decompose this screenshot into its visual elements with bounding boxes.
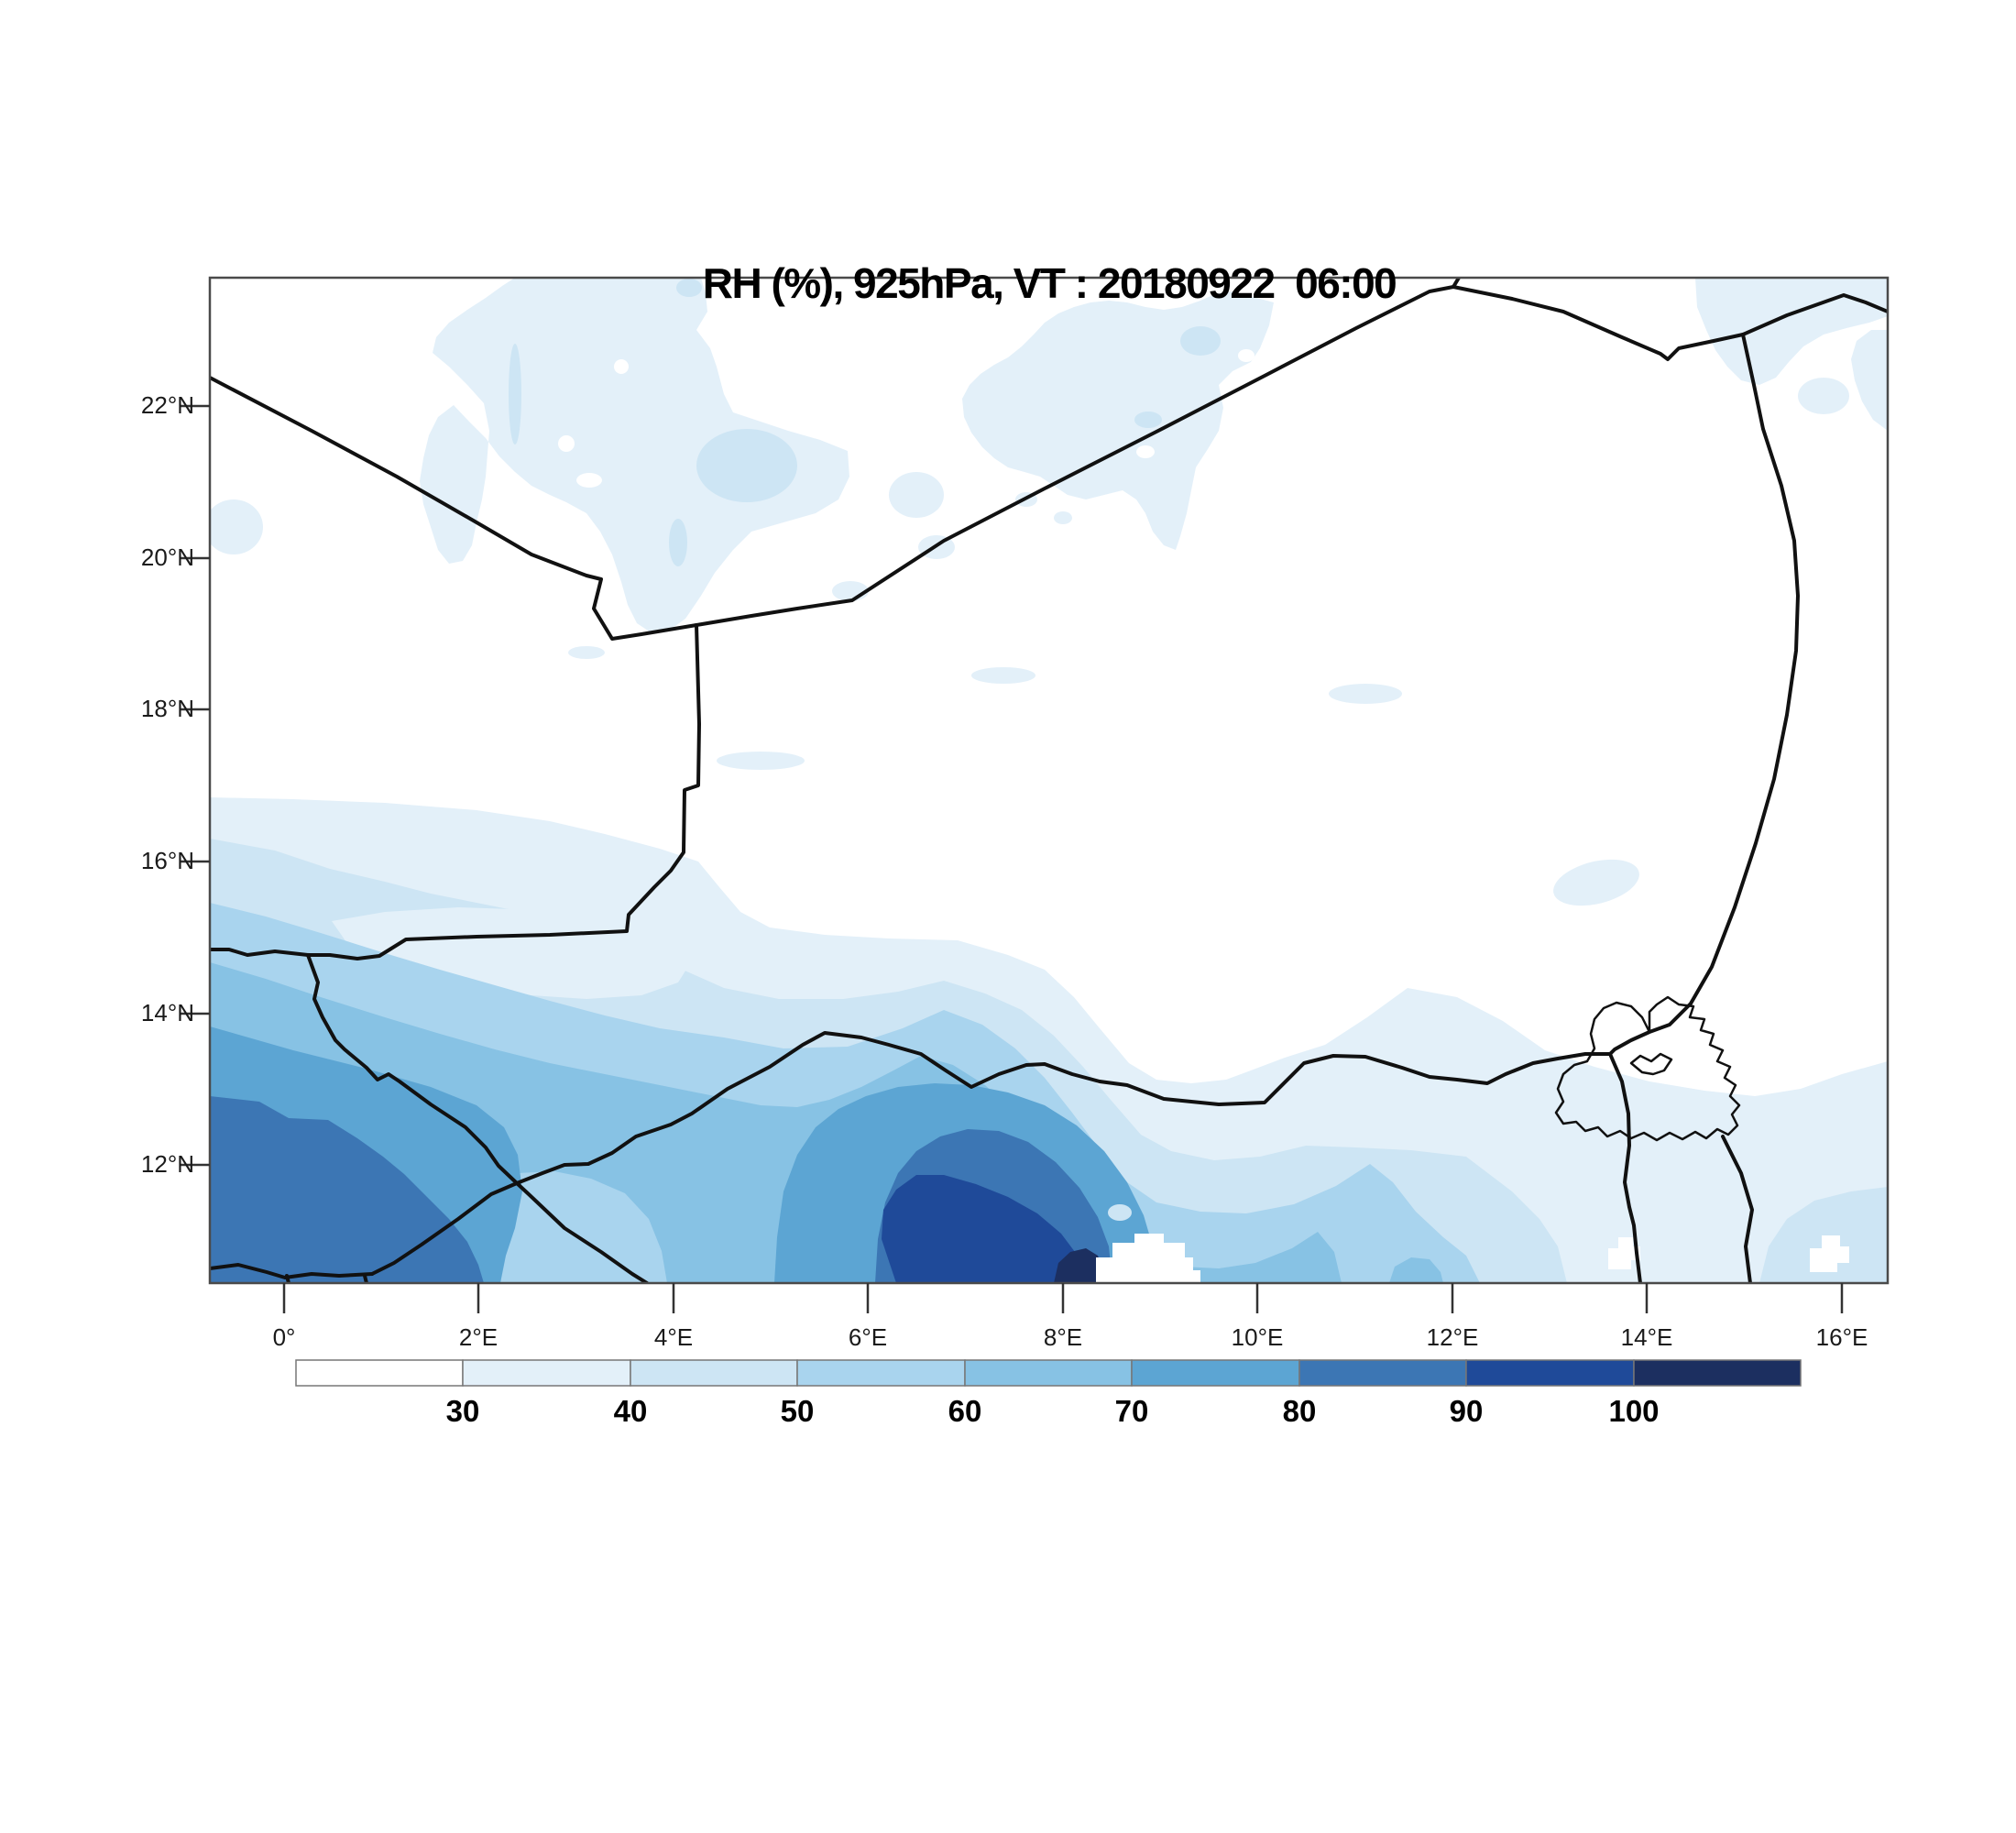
lon-label-16e: 16°E <box>1815 1323 1868 1351</box>
country-borders <box>210 278 1888 1283</box>
lon-label-14e: 14°E <box>1620 1323 1673 1351</box>
lon-label-4e: 4°E <box>653 1323 694 1351</box>
white-cutout-east <box>1608 1237 1640 1269</box>
north-white-holes <box>558 349 1255 488</box>
lat-label-12n: 12°N <box>140 1150 194 1178</box>
pale-spot <box>889 472 944 518</box>
contour-west-80-90 <box>210 1096 484 1283</box>
contour-bump-60-70 <box>1389 1257 1443 1283</box>
colorbar-label-70: 70 <box>1114 1394 1149 1428</box>
colorbar-label-40: 40 <box>613 1394 648 1428</box>
pale-wisp <box>568 646 605 659</box>
white-cutout-central <box>1096 1234 1200 1283</box>
contour-core-90-100 <box>882 1175 1087 1283</box>
border-algeria-mali <box>210 376 698 641</box>
colorbar-cell <box>295 1359 464 1387</box>
lat-label-22n: 22°N <box>140 391 194 419</box>
border-libya-chad <box>1741 293 1888 336</box>
colorbar-cell <box>964 1359 1133 1387</box>
border-chad-cameroon <box>1721 1135 1754 1283</box>
lon-label-0: 0° <box>272 1323 296 1351</box>
pale-wisp <box>1329 684 1402 704</box>
border-mali-niger <box>306 623 701 960</box>
border-niger-libya <box>1452 285 1745 361</box>
colorbar-cell <box>1131 1359 1300 1387</box>
north-pale-patches <box>210 278 1888 906</box>
colorbar-cell <box>1633 1359 1802 1387</box>
lon-label-10e: 10°E <box>1231 1323 1284 1351</box>
border-niger-chad <box>1608 333 1800 1056</box>
lat-label-18n: 18°N <box>140 695 194 722</box>
colorbar-cell <box>1298 1359 1467 1387</box>
contour-core-over-100 <box>1054 1248 1105 1283</box>
border-burkina-niger <box>306 953 519 1185</box>
colorbar-label-50: 50 <box>780 1394 815 1428</box>
border-benin-nigeria <box>515 1181 649 1283</box>
pale-blob-northeast <box>962 291 1274 550</box>
axis-ticks <box>180 404 1844 1313</box>
contour-spot-40-50 <box>1108 1204 1132 1221</box>
colorbar-label-100: 100 <box>1608 1394 1660 1428</box>
pale-spot-left-edge <box>210 499 263 554</box>
lon-label-2e: 2°E <box>458 1323 499 1351</box>
lat-label-14n: 14°N <box>140 999 194 1026</box>
pale-lobe-right-edge <box>1851 330 1888 431</box>
pale-blob-topright <box>1695 278 1888 385</box>
pale-wisp <box>971 667 1035 684</box>
contour-corner-40-50 <box>1759 1187 1888 1283</box>
border-nigeria-cameroon <box>1608 1052 1642 1283</box>
pale-blob-top-center <box>420 278 849 632</box>
north-c3-spots <box>509 279 1221 566</box>
page-title: RH (%), 925hPa, VT : 20180922 06:00 <box>702 259 1397 307</box>
lon-label-6e: 6°E <box>848 1323 888 1351</box>
colorbar <box>295 1359 1802 1387</box>
lon-label-8e: 8°E <box>1043 1323 1083 1351</box>
pale-blob-east-16n <box>1553 859 1639 906</box>
colorbar-cell <box>462 1359 631 1387</box>
map-frame <box>208 276 1890 1285</box>
colorbar-label-80: 80 <box>1282 1394 1317 1428</box>
border-burkina-benin <box>370 1181 519 1276</box>
border-niger-nigeria <box>515 1031 1612 1185</box>
lon-label-12e: 12°E <box>1426 1323 1479 1351</box>
colorbar-cell <box>1465 1359 1635 1387</box>
border-ghana-togo-north <box>210 1263 374 1279</box>
border-togo-benin-stub <box>363 1274 368 1283</box>
pale-spot <box>1798 378 1849 414</box>
colorbar-cell <box>630 1359 798 1387</box>
colorbar-label-60: 60 <box>948 1394 982 1428</box>
colorbar-cell <box>796 1359 966 1387</box>
white-cutout-corner <box>1810 1235 1849 1272</box>
colorbar-label-30: 30 <box>445 1394 480 1428</box>
lake-chad-outline <box>1554 995 1741 1142</box>
border-mali-burkina <box>210 948 310 957</box>
border-ghana-togo-stub <box>285 1274 290 1283</box>
pale-wisp <box>717 752 805 770</box>
lat-label-20n: 20°N <box>140 543 194 571</box>
lat-label-16n: 16°N <box>140 847 194 874</box>
colorbar-label-90: 90 <box>1449 1394 1484 1428</box>
pale-spot <box>1054 511 1072 524</box>
contour-fill-layer <box>210 278 1888 1283</box>
border-algeria-niger <box>695 285 1455 627</box>
